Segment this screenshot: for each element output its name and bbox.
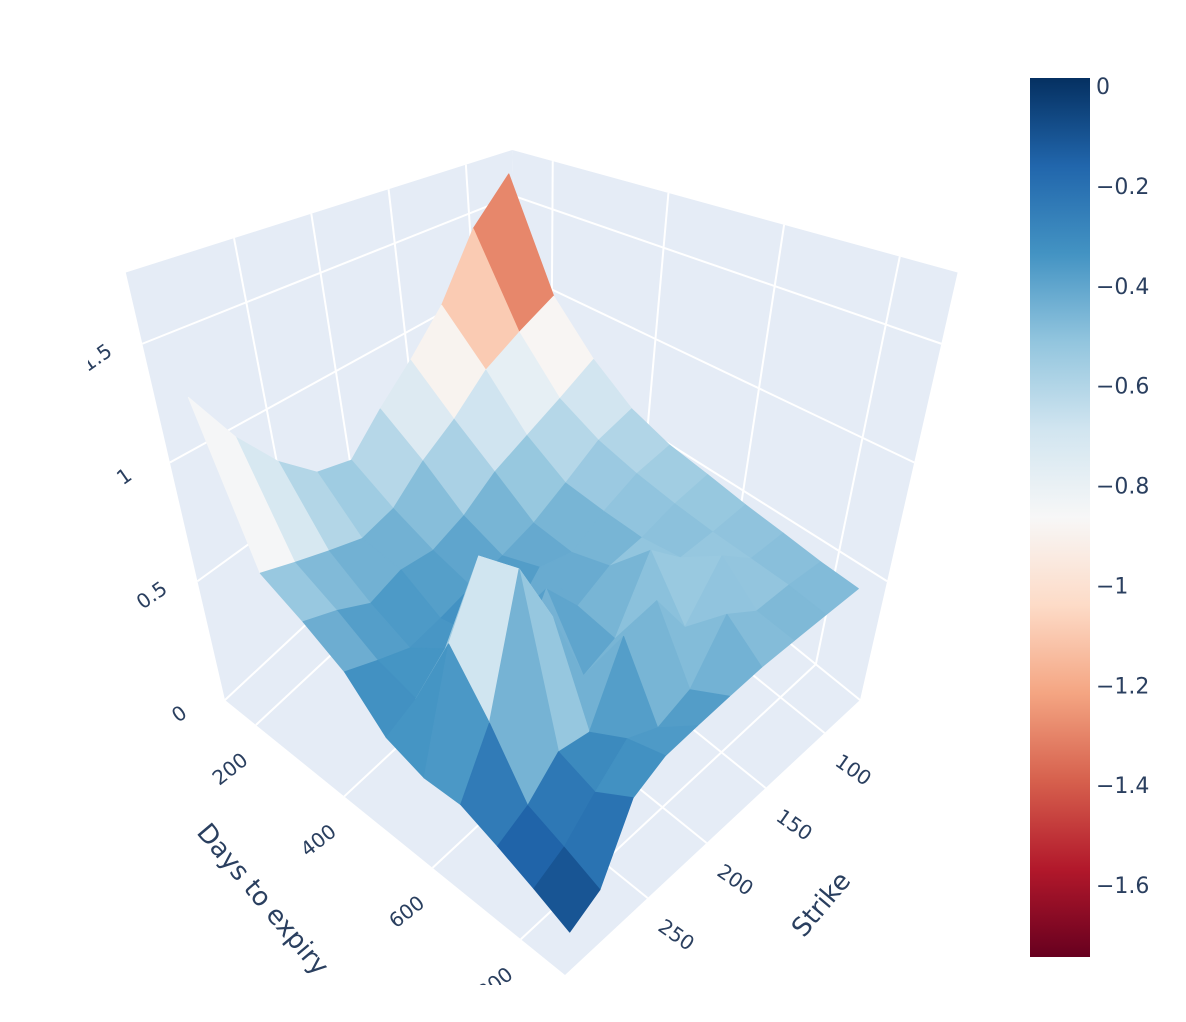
y-axis-title: Strike xyxy=(786,866,857,943)
right-wall-pane xyxy=(512,150,958,700)
colorbar: 0 −0.2 −0.4 −0.6 −0.8 −1 −1.2 −1.4 −1.6 xyxy=(1030,75,1149,957)
colorbar-gradient xyxy=(1030,78,1090,957)
grid-line xyxy=(513,194,942,345)
colorbar-tick-label: −0.6 xyxy=(1096,375,1149,400)
colorbar-tick-label: −1.6 xyxy=(1096,874,1149,899)
x-tick-label: 400 xyxy=(296,819,341,861)
y-tick-label: 200 xyxy=(713,859,758,901)
y-tick-label: 100 xyxy=(831,749,876,791)
colorbar-tick-label: −0.8 xyxy=(1096,475,1149,500)
surface-cell xyxy=(533,846,601,933)
z-tick-label: 0 xyxy=(167,700,191,727)
colorbar-tick-label: −0.4 xyxy=(1096,275,1149,300)
y-tick-label: 150 xyxy=(772,804,817,846)
z-tick-label: 0.5 xyxy=(132,576,172,614)
colorbar-tick-label: 0 xyxy=(1096,75,1110,100)
z-tick-label: 1 xyxy=(112,463,136,490)
colorbar-tick-label: −1.2 xyxy=(1096,674,1149,699)
colorbar-tick-label: −0.2 xyxy=(1096,175,1149,200)
grid-line xyxy=(515,271,915,464)
z-tick-label: 1.5 xyxy=(77,339,117,377)
y-tick-label: 250 xyxy=(654,914,699,956)
z-axis-title: Implied volatility xyxy=(8,391,93,608)
colorbar-tick-label: −1.4 xyxy=(1096,774,1149,799)
colorbar-tick-label: −1 xyxy=(1096,574,1128,599)
grid-line xyxy=(141,194,514,345)
x-tick-label: 200 xyxy=(208,748,253,790)
x-tick-label: 800 xyxy=(472,962,517,1004)
x-tick-label: 600 xyxy=(384,890,429,932)
